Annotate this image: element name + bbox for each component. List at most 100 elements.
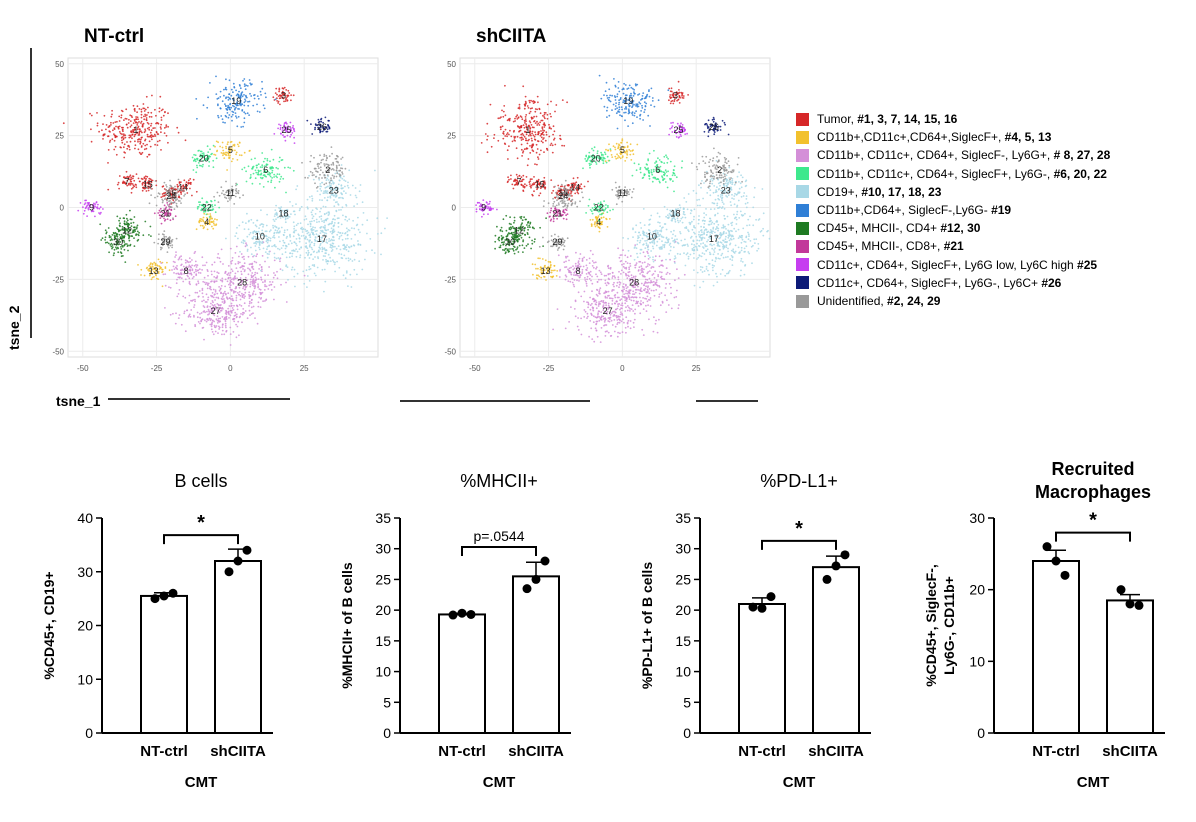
cell-point [518, 130, 521, 132]
cell-point [170, 208, 173, 211]
cell-point [241, 313, 244, 316]
cell-point [244, 112, 247, 115]
cell-point [264, 279, 266, 282]
cell-point [258, 246, 260, 249]
cell-point [497, 139, 500, 142]
cell-point [198, 290, 201, 292]
cell-point [208, 223, 211, 226]
cell-point [236, 277, 239, 280]
cell-point [211, 225, 213, 228]
cell-point [580, 183, 583, 186]
cell-point [561, 144, 563, 147]
cell-point [92, 204, 94, 207]
cell-point [634, 312, 636, 315]
cell-point [122, 137, 125, 140]
cell-point [227, 154, 230, 157]
cluster-label: 10 [255, 231, 265, 241]
cell-point [678, 94, 681, 97]
cell-point [330, 189, 333, 192]
cell-point [285, 209, 288, 212]
cell-point [251, 293, 254, 296]
cell-point [607, 304, 610, 307]
cell-point [284, 129, 287, 132]
cell-point [278, 236, 280, 238]
cell-point [616, 307, 619, 310]
cell-point [223, 333, 226, 336]
cell-point [637, 269, 640, 271]
cell-point [558, 276, 561, 278]
cell-point [356, 273, 358, 276]
cell-point [258, 296, 261, 299]
cell-point [291, 126, 294, 129]
cell-point [235, 102, 238, 105]
cell-point [662, 265, 664, 267]
cell-point [580, 187, 583, 190]
cell-point [252, 222, 255, 224]
cell-point [252, 237, 255, 240]
cell-point [596, 320, 599, 323]
cell-point [323, 268, 326, 271]
cell-point [206, 145, 209, 148]
cluster-13 [531, 257, 559, 281]
cell-point [174, 193, 177, 196]
cell-point [230, 305, 233, 307]
cell-point [283, 126, 286, 128]
cell-point [293, 136, 295, 139]
cell-point [234, 263, 237, 265]
cell-point [614, 311, 617, 314]
cell-point [264, 274, 266, 276]
cell-point [112, 122, 115, 124]
cell-point [560, 194, 562, 196]
cell-point [319, 173, 321, 176]
cell-point [529, 145, 531, 147]
cell-point [547, 266, 550, 268]
cell-point [238, 84, 241, 86]
cell-point [194, 298, 196, 301]
cell-point [196, 207, 199, 210]
cell-point [616, 323, 619, 325]
cell-point [653, 176, 655, 179]
cell-point [674, 279, 676, 282]
cell-point [275, 226, 278, 229]
cell-point [207, 308, 210, 311]
cell-point [194, 160, 197, 163]
cell-point [162, 114, 165, 117]
cell-point [245, 285, 248, 288]
cell-point [289, 167, 291, 169]
cell-point [173, 201, 176, 203]
cell-point [214, 326, 217, 329]
cell-point [316, 266, 319, 269]
cell-point [616, 157, 619, 159]
cell-point [548, 267, 551, 270]
cell-point [132, 231, 135, 234]
cell-point [166, 190, 168, 193]
cell-point [299, 207, 301, 210]
cell-point [221, 296, 224, 298]
cell-point [625, 316, 628, 319]
cell-point [90, 128, 92, 131]
cell-point [299, 256, 301, 259]
cell-point [176, 183, 179, 186]
cell-point [165, 240, 168, 243]
cell-point [264, 251, 267, 254]
cell-point [205, 281, 208, 284]
cell-point [259, 183, 261, 185]
cell-point [325, 238, 328, 241]
cell-point [180, 264, 183, 267]
cell-point [102, 138, 104, 140]
cell-point [122, 146, 125, 149]
cell-point [271, 281, 274, 283]
cell-point [356, 203, 359, 205]
cell-point [248, 291, 251, 294]
cell-point [632, 153, 635, 156]
cell-point [235, 184, 237, 187]
cell-point [292, 221, 295, 224]
cell-point [219, 90, 222, 93]
cell-point [529, 152, 532, 154]
cell-point [603, 321, 606, 323]
cell-point [252, 172, 255, 175]
cell-point [324, 255, 326, 257]
cell-point [242, 242, 245, 245]
cell-point [282, 134, 284, 137]
cell-point [339, 169, 341, 172]
